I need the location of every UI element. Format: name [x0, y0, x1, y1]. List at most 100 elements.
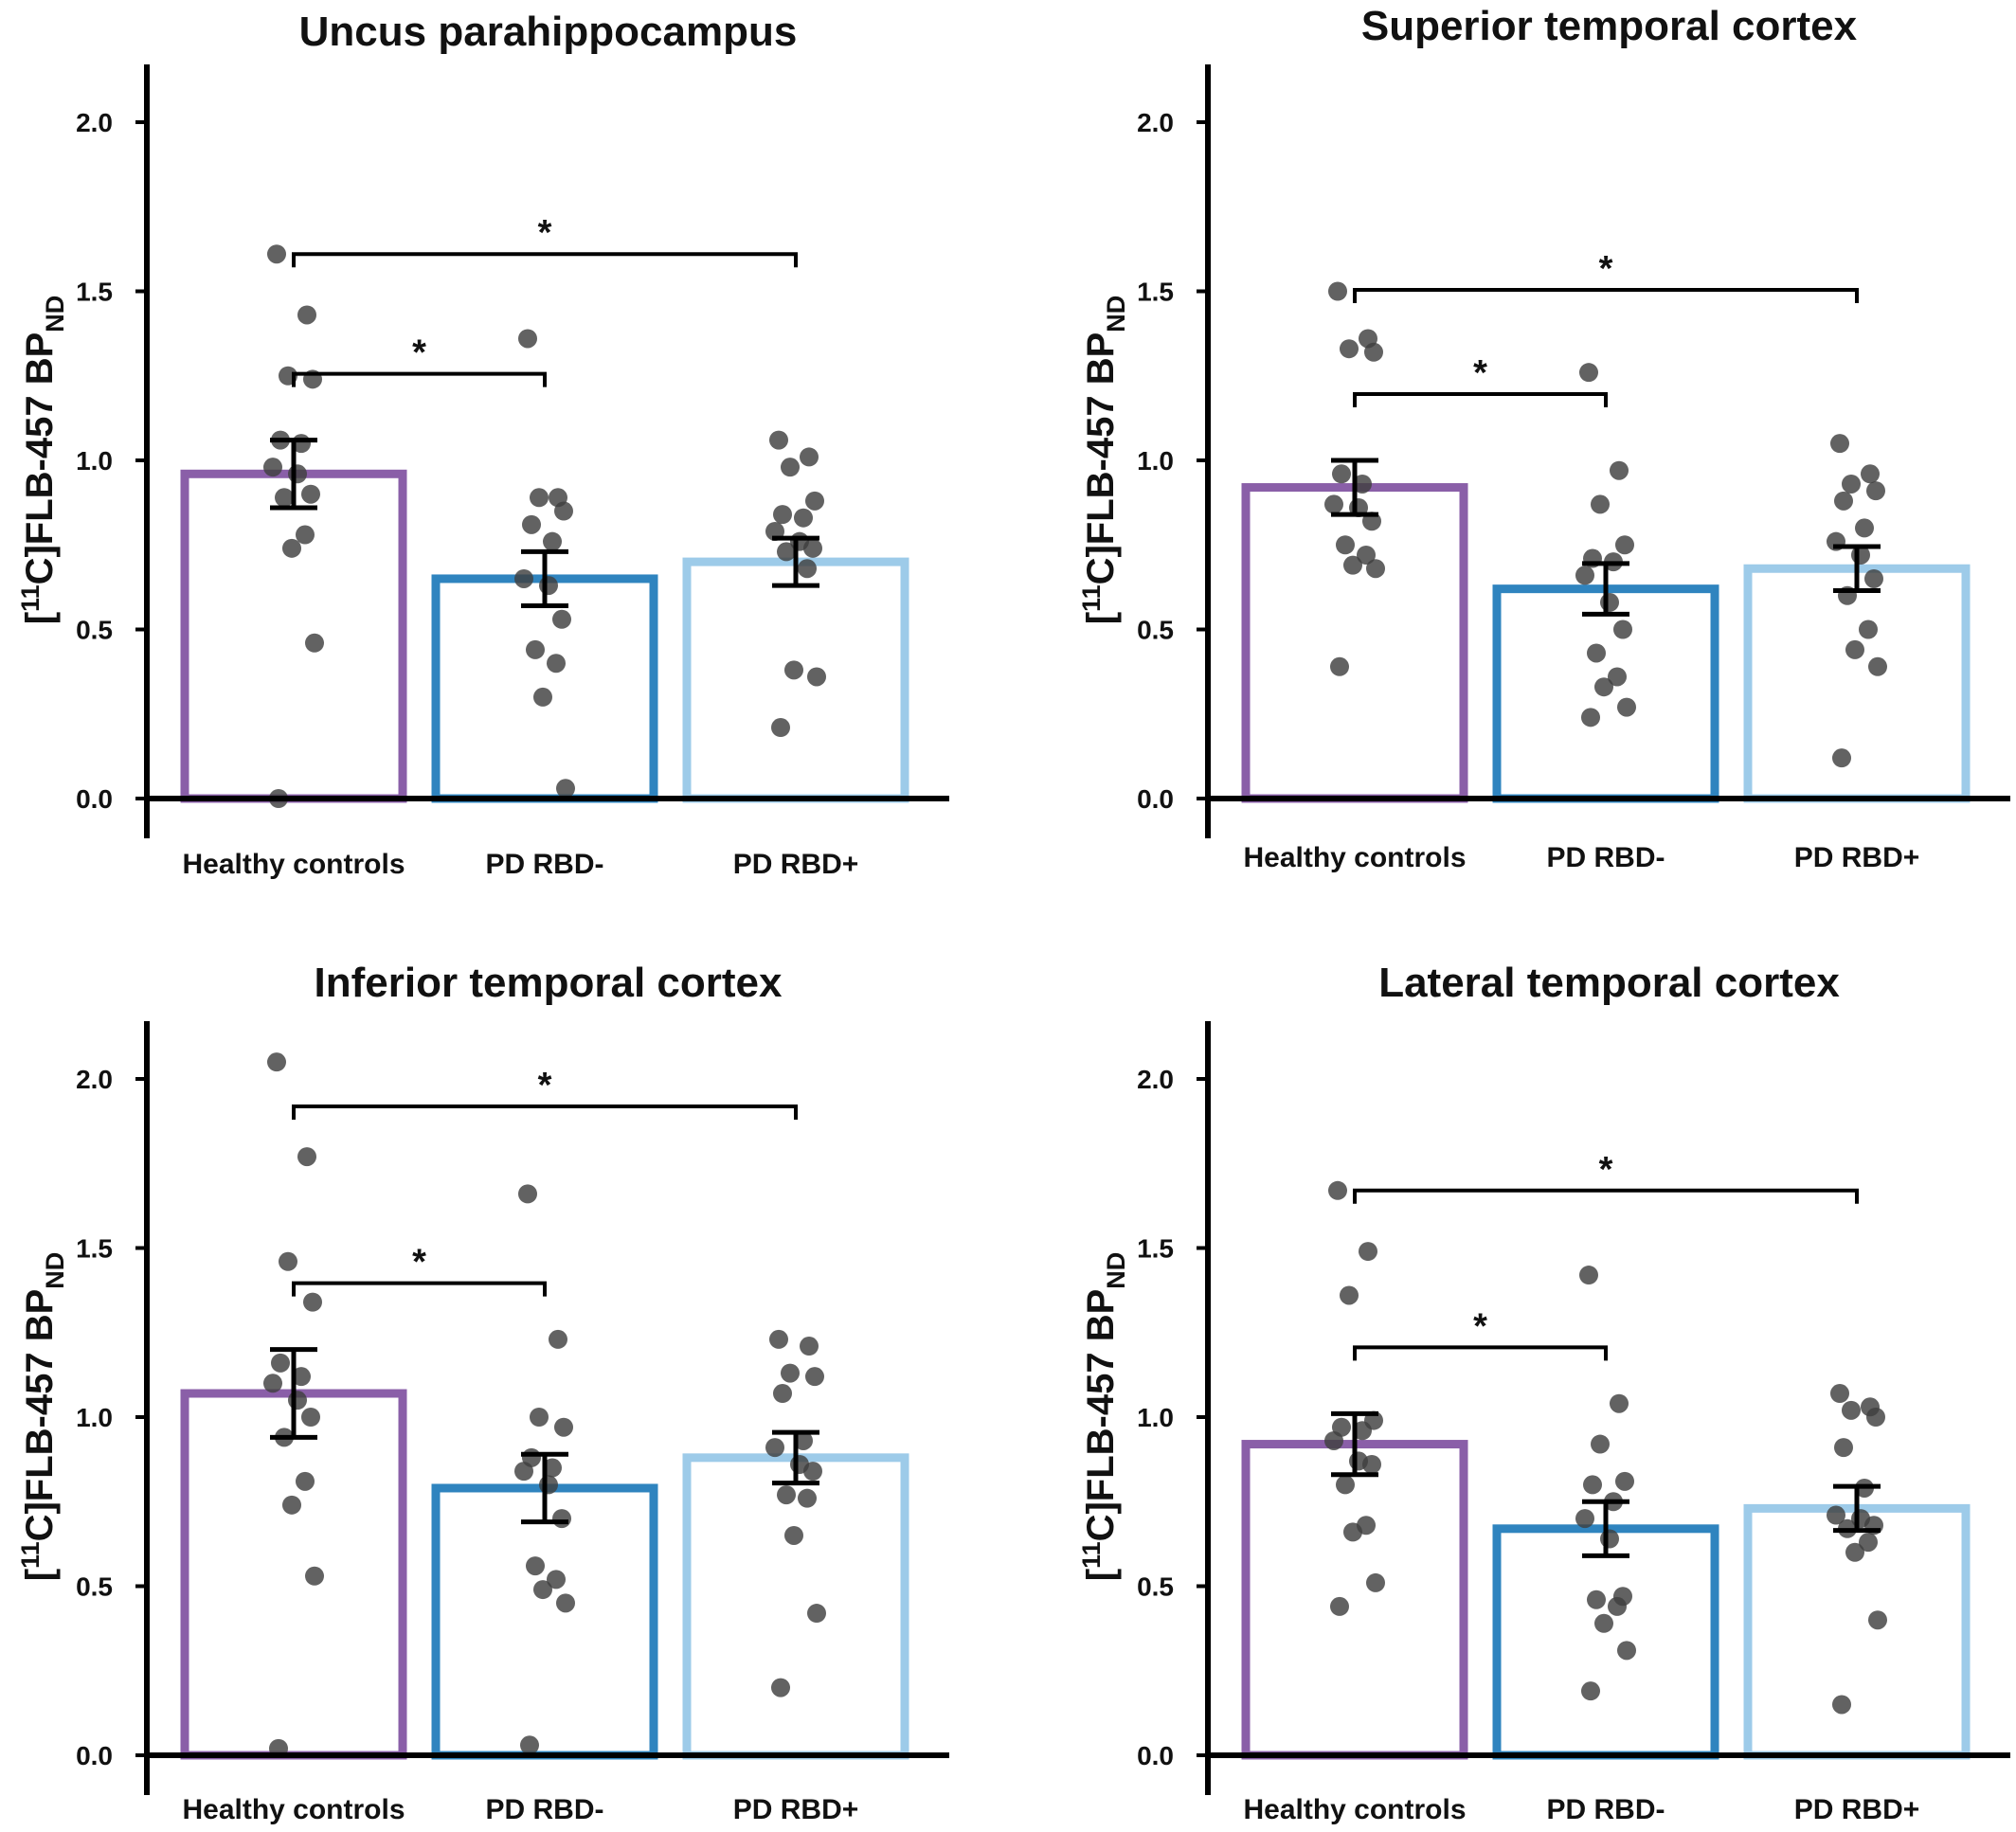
data-point: [798, 1488, 817, 1508]
data-point: [1330, 1596, 1349, 1616]
data-point: [1830, 1384, 1849, 1404]
data-point: [1340, 339, 1359, 359]
data-point: [305, 633, 324, 653]
y-axis-label-subscript: ND: [41, 296, 69, 332]
data-point: [1834, 1438, 1853, 1458]
bar-1: [180, 469, 407, 803]
data-point: [1868, 1610, 1887, 1630]
significance-bracket: [292, 371, 547, 387]
bar-3: [682, 1453, 909, 1760]
significance-star: *: [538, 1066, 552, 1105]
y-tick-label: 2.0: [76, 1065, 113, 1094]
data-point: [533, 687, 552, 707]
chart-title: Inferior temporal cortex: [315, 960, 783, 1006]
data-point: [1861, 464, 1880, 484]
data-point: [777, 1485, 796, 1505]
data-point: [271, 1353, 290, 1373]
data-point: [543, 1458, 562, 1478]
data-point: [267, 244, 286, 264]
data-point: [1608, 667, 1627, 687]
data-point: [1581, 708, 1600, 727]
data-point: [282, 538, 301, 558]
data-point: [1328, 1180, 1347, 1200]
y-axis-label-superscript: 11: [16, 584, 45, 612]
data-point: [1581, 1681, 1600, 1701]
data-point: [530, 488, 549, 508]
y-axis-label-superscript: 11: [16, 1541, 45, 1569]
data-point: [1324, 494, 1343, 514]
data-point: [1336, 1475, 1355, 1495]
y-axis-label-open: [: [1080, 1569, 1122, 1581]
data-point: [1357, 545, 1376, 565]
data-point: [1575, 1509, 1594, 1529]
data-point: [547, 1570, 566, 1590]
data-point: [794, 508, 813, 528]
y-axis-label-subscript: ND: [1102, 296, 1130, 332]
data-point: [1610, 460, 1629, 480]
data-point: [282, 1495, 301, 1515]
data-point: [533, 1580, 552, 1600]
data-point: [1328, 281, 1347, 301]
data-point: [297, 1147, 316, 1167]
y-tick-label: 1.0: [1137, 446, 1174, 476]
y-tick-label: 0.0: [1137, 1741, 1174, 1770]
significance-star: *: [1599, 1150, 1613, 1190]
y-tick-label: 1.0: [76, 1403, 113, 1432]
data-point: [1600, 592, 1619, 612]
data-point: [296, 1471, 315, 1491]
x-tick-label: PD RBD-: [1547, 1794, 1665, 1825]
data-point: [1845, 639, 1864, 659]
y-axis-label-main: C]FLB-457 BP: [19, 332, 61, 585]
x-tick-label: PD RBD+: [1794, 1794, 1920, 1825]
bar-2: [1492, 1524, 1719, 1760]
data-point: [267, 1052, 286, 1072]
bar-1: [1241, 1440, 1468, 1760]
chart-panel-3: Inferior temporal cortex [11C]FLB-457 BPN…: [16, 960, 949, 1825]
data-point: [1845, 1542, 1864, 1562]
data-point: [805, 491, 824, 511]
data-point: [1579, 1266, 1598, 1285]
significance-bracket: [292, 252, 798, 268]
y-axis-label-subscript: ND: [1102, 1252, 1130, 1289]
y-axis-label: [11C]FLB-457 BPND: [16, 1252, 69, 1582]
chart-panel-2: Superior temporal cortex [11C]FLB-457 BPN…: [1077, 3, 2010, 873]
y-axis-label: [11C]FLB-457 BPND: [1077, 1252, 1130, 1582]
y-axis-label-open: [: [1080, 612, 1122, 624]
significance-star: *: [538, 213, 552, 253]
data-point: [805, 1367, 824, 1387]
data-point: [305, 1566, 324, 1586]
data-point: [781, 1363, 800, 1383]
x-tick-label: Healthy controls: [1243, 842, 1466, 873]
y-tick-label: 1.5: [76, 1234, 113, 1264]
significance-star: *: [412, 1243, 426, 1283]
data-point: [522, 514, 541, 534]
data-point: [1615, 1471, 1634, 1491]
x-tick-label: PD RBD+: [733, 849, 859, 880]
y-axis-label: [11C]FLB-457 BPND: [1077, 296, 1130, 625]
data-point: [773, 505, 792, 525]
data-point: [798, 559, 817, 579]
data-point: [1364, 342, 1383, 362]
data-point: [1343, 555, 1362, 575]
data-point: [1834, 491, 1853, 511]
data-point: [1832, 1695, 1851, 1715]
data-point: [514, 568, 533, 588]
data-point: [279, 1251, 297, 1271]
bar-2: [431, 1483, 658, 1760]
data-point: [1591, 1434, 1610, 1454]
data-point: [1353, 474, 1372, 494]
data-point: [1617, 697, 1636, 717]
significance-bracket: [1353, 1188, 1859, 1204]
data-point: [1594, 1613, 1613, 1633]
chart-panel-4: Lateral temporal cortex [11C]FLB-457 BPND…: [1077, 960, 2010, 1825]
significance-star: *: [412, 333, 426, 373]
data-point: [520, 1735, 539, 1755]
data-point: [543, 531, 562, 551]
data-point: [803, 538, 822, 558]
y-axis-label-open: [: [19, 1569, 61, 1581]
data-point: [1366, 1572, 1385, 1592]
y-tick-label: 0.0: [1137, 784, 1174, 814]
significance-star: *: [1599, 249, 1613, 289]
data-point: [1830, 434, 1849, 454]
